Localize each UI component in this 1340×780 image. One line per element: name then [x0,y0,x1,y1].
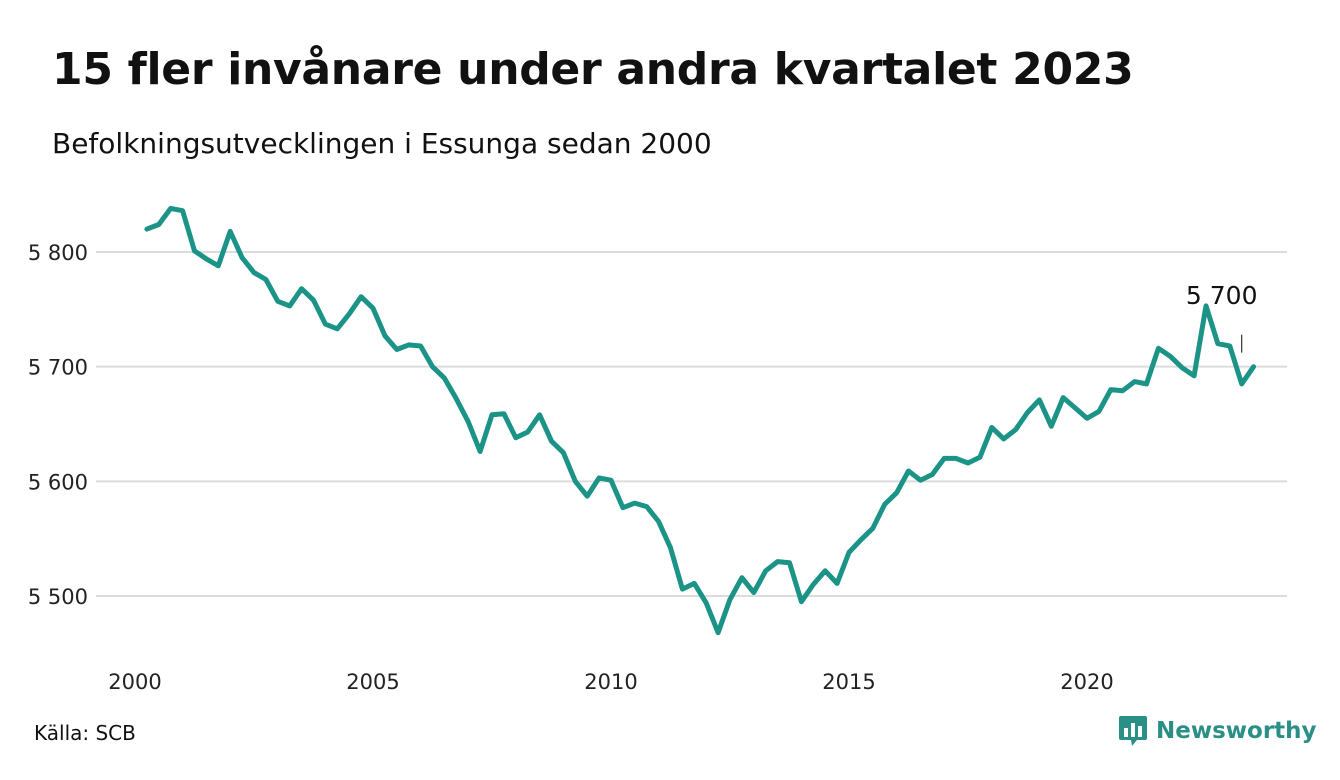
y-tick-label: 5 700 [28,356,88,380]
bar-chart-speech-bubble-icon [1119,716,1147,746]
x-tick-label: 2020 [1060,670,1113,694]
x-tick-label: 2015 [822,670,875,694]
x-tick-label: 2000 [108,670,161,694]
annotation-label: 5 700 [1186,281,1258,310]
chart-title: 15 fler invånare under andra kvartalet 2… [52,44,1134,95]
chart-subtitle: Befolkningsutvecklingen i Essunga sedan … [52,127,712,160]
brand-name: Newsworthy [1156,718,1317,744]
source-note: Källa: SCB [34,721,136,745]
y-tick-label: 5 500 [28,585,88,609]
brand-logo[interactable]: Newsworthy [1118,714,1317,748]
x-tick-label: 2010 [584,670,637,694]
series-line [144,205,1257,636]
y-tick-label: 5 800 [28,241,88,265]
y-tick-label: 5 600 [28,470,88,494]
x-tick-label: 2005 [346,670,399,694]
line-chart: 5 500 5 600 5 700 5 800 2000 2005 2010 2015 2020… [28,205,1287,694]
